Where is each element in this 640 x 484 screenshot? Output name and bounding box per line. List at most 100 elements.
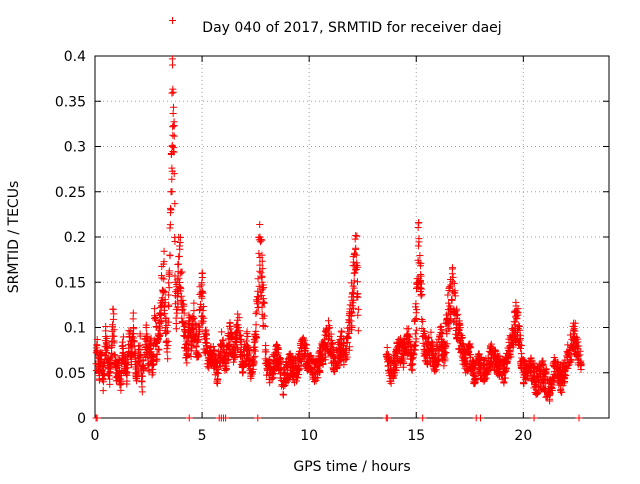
data-point [174,261,182,269]
data-point [352,245,360,253]
data-point [290,358,298,366]
data-point [533,390,541,398]
data-point [418,316,426,324]
data-point [353,232,361,240]
data-point [151,305,159,313]
data-point [333,346,341,354]
data-point [149,356,157,364]
data-point [267,376,275,384]
data-point [218,348,226,356]
data-point [146,340,154,348]
data-point [169,85,177,93]
data-point [117,379,125,387]
data-point [283,375,291,383]
data-point [218,328,226,336]
data-point [138,388,146,396]
data-point [161,310,169,318]
data-point [198,274,206,282]
data-point [179,296,187,304]
data-point [164,327,172,335]
data-point [540,367,548,375]
data-point [409,346,417,354]
data-point [571,345,579,353]
data-point [514,309,522,317]
data-point [232,322,240,330]
data-point [288,362,296,370]
data-point [209,342,217,350]
data-point [425,333,433,341]
data-point [214,369,222,377]
y-tick-label: 0.25 [55,185,86,201]
data-point [327,344,335,352]
data-point [343,339,351,347]
data-point [530,359,538,367]
data-point [315,348,323,356]
data-point [219,337,227,345]
data-point [164,355,172,363]
data-point [230,355,238,363]
data-point [203,335,211,343]
data-point [574,359,582,367]
data-point [520,357,528,365]
data-point [530,414,538,422]
data-point [136,332,144,340]
data-point [474,354,482,362]
data-point [168,55,176,63]
data-point [175,252,183,260]
data-point [531,379,539,387]
data-point [226,319,234,327]
data-point [199,289,207,297]
data-point [155,346,163,354]
data-point [537,383,545,391]
data-point [129,315,137,323]
data-point [148,371,156,379]
data-point [196,283,204,291]
data-point [445,284,453,292]
data-point [161,288,169,296]
data-point [352,232,360,240]
data-point [266,379,274,387]
data-point [258,272,266,280]
data-point [159,289,167,297]
data-point [294,374,302,382]
data-point [566,358,574,366]
data-point [183,359,191,367]
data-point [400,345,408,353]
data-point [467,344,475,352]
data-point [455,327,463,335]
data-point [123,368,131,376]
data-point [252,331,260,339]
data-point [258,251,266,259]
data-point [556,387,564,395]
data-point [219,336,227,344]
data-point [325,335,333,343]
data-point [502,368,510,376]
data-point [130,334,138,342]
data-point [432,362,440,370]
data-point [117,386,125,394]
data-point [415,238,423,246]
data-point [301,340,309,348]
data-point [414,224,422,232]
data-point [115,376,123,384]
data-point [97,357,105,365]
data-point [136,345,144,353]
data-point [110,310,118,318]
x-axis-label: GPS time / hours [293,459,410,475]
data-point [143,330,151,338]
data-point [274,349,282,357]
data-point [419,414,427,422]
data-point [405,325,413,333]
data-point [250,339,258,347]
data-point [165,291,173,299]
data-point [536,382,544,390]
data-point [231,354,239,362]
data-point [99,387,107,395]
data-point [397,355,405,363]
data-point [236,336,244,344]
data-points [92,16,585,422]
data-point [175,274,183,282]
data-point [233,343,241,351]
y-tick-label: 0.05 [55,366,86,382]
data-point [489,354,497,362]
